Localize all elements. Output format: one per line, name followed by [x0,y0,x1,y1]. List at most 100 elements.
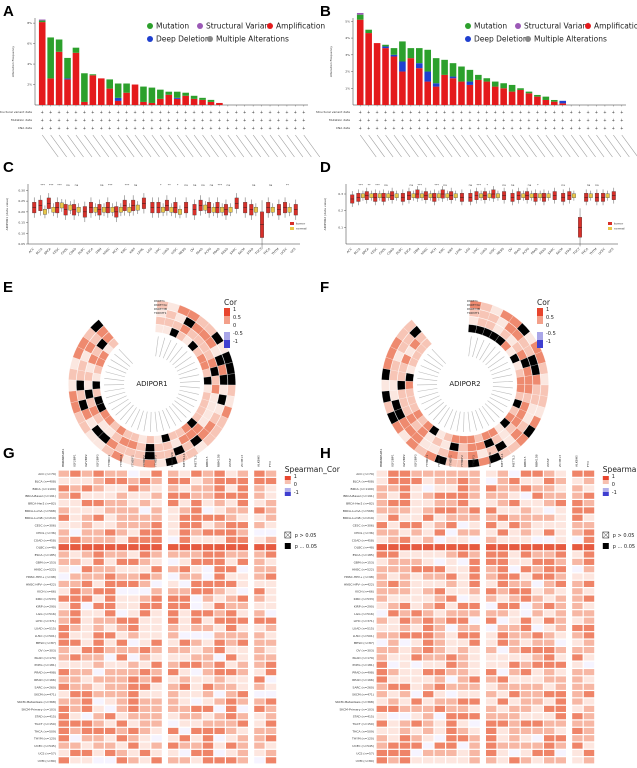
cancer-type-label-stub [479,342,491,361]
heatmap-cell [168,566,179,573]
heatmap-cell [497,551,508,558]
heatmap-cell [399,610,411,617]
heatmap-cell [469,566,480,573]
x-tick-label: SARC [229,247,238,256]
track-cell: + [285,126,288,131]
cancer-type-label-stub [423,359,442,371]
heatmap-cell [388,749,399,757]
heatmap-cell [202,580,214,587]
bar-segment [415,63,423,69]
cancer-type-label-stub [489,361,508,372]
heatmap-cell [446,529,457,536]
heatmap-cell [423,500,434,507]
heatmap-cell [102,331,114,344]
heatmap-cell [139,492,151,499]
heatmap-cell [376,749,387,757]
heatmap-cell [237,610,248,617]
heatmap-cell [434,698,445,705]
heatmap-cell [202,514,214,521]
row-label: UVM (n=80) [38,759,56,763]
heatmap-cell [202,661,214,668]
track-cell: + [477,110,480,115]
heatmap-cell [237,500,248,507]
heatmap-cell [265,558,277,565]
x-tick-label: THYM [588,247,598,257]
heatmap-cell [116,705,127,712]
heatmap-cell [128,639,139,646]
heatmap-cell [151,522,162,529]
heatmap-cell [116,500,127,507]
track-cell: + [302,118,305,123]
track-cell: + [277,110,280,115]
heatmap-cell [423,705,434,712]
cancer-type-label-stub [143,134,160,158]
bar-segment [432,58,440,84]
colorbar-segment [537,332,543,340]
heatmap-cell [544,676,555,683]
bar-segment [424,71,432,82]
heatmap-cell [254,544,265,551]
heatmap-cell [214,507,225,514]
row-label: LUAD (n=515) [352,626,374,630]
heatmap-cell [532,654,543,661]
bar-segment [165,91,173,95]
legend-entry: normal [296,227,307,231]
heatmap-cell [237,470,248,477]
heatmap-cell [516,384,525,394]
heatmap-cell [70,647,81,654]
heatmap-cell [254,742,265,749]
heatmap-cell [151,713,162,720]
heatmap-cell [376,705,387,712]
heatmap-cell [399,529,411,536]
normal-box [118,206,123,213]
track-cell: + [277,126,280,131]
heatmap-cell [81,720,93,727]
heatmap-cell [179,470,190,477]
bar-segment [390,48,398,55]
track-cell: + [302,126,305,131]
heatmap-cell [544,661,555,668]
heatmap-cell [520,485,532,492]
track-cell: + [74,110,77,115]
heatmap-cell [168,749,179,757]
cancer-type-label-stub [468,336,472,357]
heatmap-cell [583,720,595,727]
heatmap-cell [376,536,387,543]
heatmap-cell [520,720,532,727]
cancer-type-label-stub [169,346,183,363]
heatmap-cell [93,522,104,529]
heatmap-cell [151,632,162,639]
track-cell: + [519,118,522,123]
bar-segment [475,79,482,105]
cancer-type-label-stub [478,134,495,158]
heatmap-cell [214,661,225,668]
heatmap-cell [226,705,237,712]
heatmap-cell [237,757,248,764]
heatmap-cell [411,720,422,727]
heatmap-cell [555,595,566,602]
y-tick-label: 4% [345,36,350,40]
heatmap-cell [237,536,248,543]
heatmap-cell [388,691,399,698]
heatmap-cell [572,544,583,551]
heatmap-cell [497,705,508,712]
heatmap-cell [423,551,434,558]
heatmap-cell [520,595,532,602]
colorbar-segment [537,340,543,348]
cancer-type-label-stub [520,134,537,158]
heatmap-cell [411,529,422,536]
cancer-type-label-stub [114,353,131,367]
significance-label: *** [375,183,380,187]
heatmap-cell [376,573,387,580]
heatmap-cell [457,676,469,683]
y-tick-label: 1% [345,86,350,90]
heatmap-cell [469,588,480,595]
heatmap-cell [583,735,595,742]
x-tick-label: KICH [429,247,437,255]
heatmap-cell [399,522,411,529]
heatmap-cell [583,566,595,573]
row-label: PAAD (n=179) [352,656,374,660]
heatmap-cell [399,536,411,543]
heatmap-cell [116,624,127,632]
heatmap-cell [572,558,583,565]
